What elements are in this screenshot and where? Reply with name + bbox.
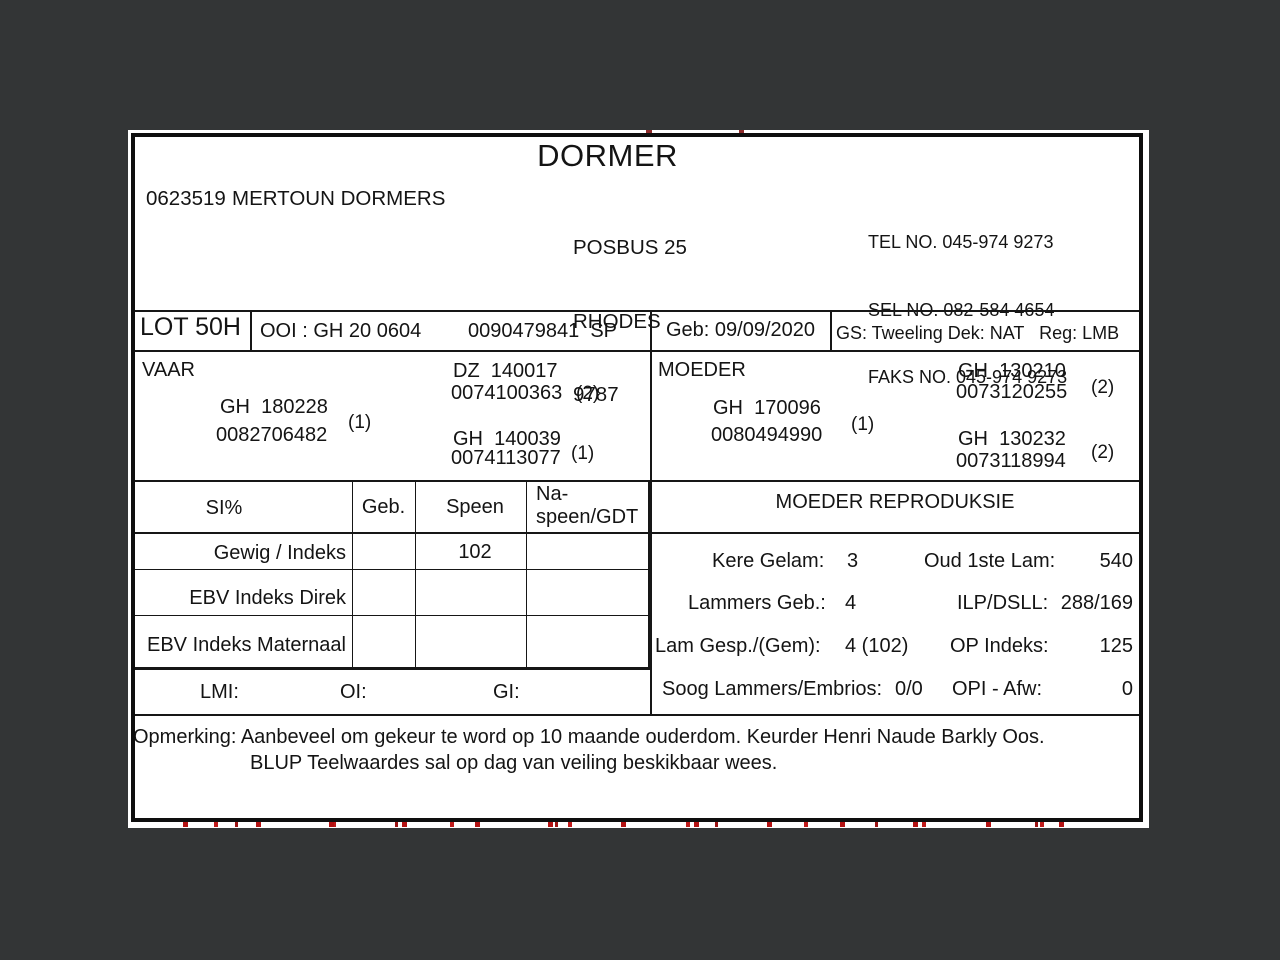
dam-grandsire-note: (2)	[1091, 377, 1115, 398]
repro-value: 288/169	[1060, 592, 1133, 614]
table-row-label: EBV Indeks Maternaal	[147, 634, 346, 656]
repro-label: Lammers Geb.:	[688, 592, 826, 614]
sire-granddam-id: GH 140039	[453, 428, 561, 450]
oi-label: OI:	[340, 681, 367, 703]
clipped-red-print-artifact	[646, 130, 652, 133]
naspeen-column-header: Na- speen/GDT	[536, 483, 639, 528]
sire-reg-number: 0082706482	[216, 424, 328, 446]
dam-note: (1)	[851, 414, 875, 435]
address-line: 9787	[573, 383, 619, 406]
dam-grandsire-id: GH 130210	[958, 360, 1066, 382]
table-row-line	[135, 569, 651, 570]
stud-name: MERTOUN DORMERS	[232, 187, 446, 210]
auction-catalog-card: DORMER 0623519 MERTOUN DORMERS POSBUS 25…	[128, 130, 1149, 828]
table-column-line	[415, 480, 416, 667]
address-line: POSBUS 25	[573, 236, 687, 259]
table-border-line	[648, 480, 651, 670]
breed-title: DORMER	[537, 138, 678, 173]
speen-column-header: Speen	[446, 496, 504, 518]
address-line: RHODES	[573, 309, 661, 333]
sire-granddam-reg: 0074113077	[451, 447, 561, 469]
remark-line: Opmerking: Aanbeveel om gekeur te word o…	[133, 726, 1045, 748]
repro-label: ILP/DSLL:	[957, 592, 1049, 614]
table-row-label: Gewig / Indeks	[213, 542, 346, 564]
repro-label: Kere Gelam:	[712, 550, 825, 572]
repro-value: 125	[1099, 635, 1133, 657]
dam-reg-number: 0080494990	[711, 424, 823, 446]
repro-label: Oud 1ste Lam:	[924, 550, 1056, 572]
dam-id: GH 170096	[713, 397, 821, 419]
si-column-header: SI%	[205, 497, 243, 519]
repro-label: Lam Gesp./(Gem):	[655, 635, 821, 657]
cell-line: SEL NO. 082-584 4654	[868, 299, 1055, 320]
sire-grandsire-reg: 0074100363	[451, 382, 563, 404]
geb-column-header: Geb.	[361, 496, 406, 518]
dam-section-label: MOEDER	[658, 359, 746, 381]
table-border-line	[135, 667, 652, 670]
table-row-label: EBV Indeks Direk	[189, 587, 346, 609]
divider-line	[135, 350, 1139, 352]
registration-number: 0090479841 SP	[468, 320, 618, 342]
sire-id: GH 180228	[220, 396, 328, 418]
divider-line	[135, 310, 1139, 312]
lot-number: LOT 50H	[140, 313, 241, 341]
repro-value: 4 (102)	[845, 635, 909, 657]
dam-granddam-note: (2)	[1091, 442, 1115, 463]
birth-date: Geb: 09/09/2020	[666, 319, 816, 341]
phone-line: TEL NO. 045-974 9273	[868, 232, 1054, 252]
divider-line	[135, 714, 1139, 716]
divider-line	[135, 532, 1139, 534]
sire-note: (1)	[348, 412, 372, 433]
status-info: GS: Tweeling Dek: NAT Reg: LMB	[836, 323, 1120, 343]
animal-id: OOI : GH 20 0604	[260, 320, 422, 342]
dam-granddam-id: GH 130232	[958, 428, 1066, 450]
reproduction-panel-title: MOEDER REPRODUKSIE	[775, 491, 1015, 513]
clipped-red-print-artifact	[183, 822, 1093, 827]
repro-value: 0	[1121, 678, 1133, 700]
contact-details: TEL NO. 045-974 9273 SEL NO. 082-584 465…	[868, 186, 1067, 434]
repro-value: 540	[1099, 550, 1133, 572]
table-column-line	[526, 480, 527, 667]
sire-grandsire-note: (2)	[576, 383, 600, 404]
gi-label: GI:	[493, 681, 520, 703]
divider-line	[135, 480, 1139, 482]
repro-value: 4	[845, 592, 857, 614]
divider-line	[650, 310, 652, 716]
dam-granddam-reg: 0073118994	[956, 450, 1066, 472]
sire-grandsire-id: DZ 140017	[453, 360, 558, 382]
dam-grandsire-reg: 0073120255	[956, 381, 1068, 403]
sire-section-label: VAAR	[142, 359, 195, 381]
repro-value: 0/0	[895, 678, 923, 700]
table-row-line	[135, 615, 651, 616]
repro-value: 3	[847, 550, 859, 572]
repro-label: Soog Lammers/Embrios:	[662, 678, 883, 700]
fax-line: FAKS NO. 045-974 9273	[868, 367, 1068, 387]
member-number: 0623519	[146, 187, 226, 210]
postal-address: POSBUS 25 RHODES 9787	[573, 187, 687, 457]
table-column-line	[352, 480, 353, 667]
repro-label: OP Indeks:	[950, 635, 1049, 657]
clipped-red-print-artifact	[739, 130, 744, 133]
table-cell-speen-value: 102	[458, 541, 492, 563]
divider-line	[250, 310, 252, 352]
repro-label: OPI - Afw:	[952, 678, 1043, 700]
sire-granddam-note: (1)	[571, 443, 595, 464]
lmi-label: LMI:	[200, 681, 239, 703]
remark-line: BLUP Teelwaardes sal op dag van veiling …	[250, 752, 778, 774]
divider-line	[830, 310, 832, 352]
